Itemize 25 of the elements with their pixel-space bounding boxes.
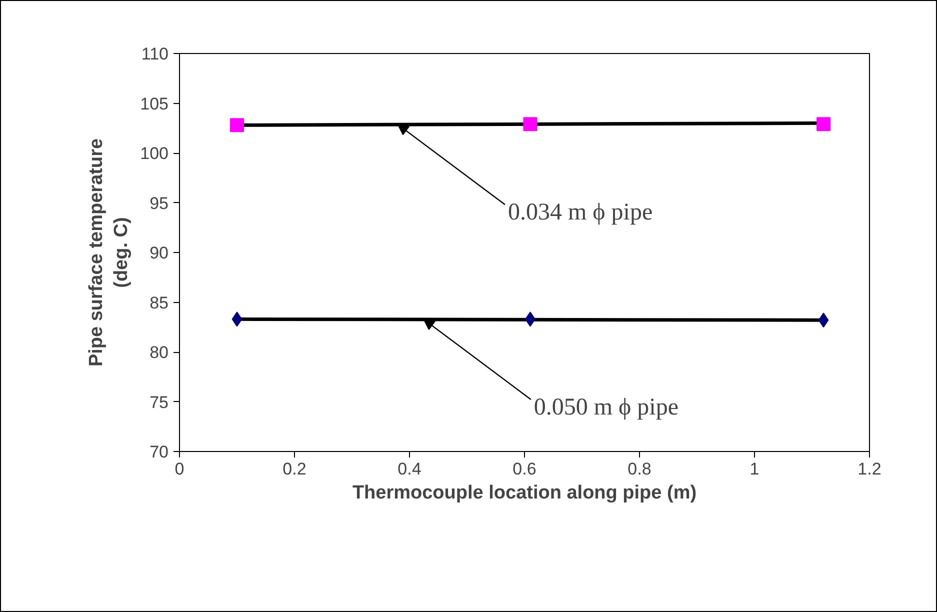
x-tick-label: 0.6 [512,460,536,478]
x-tick-label: 0.2 [282,460,306,478]
y-tick-label: 90 [150,244,169,262]
x-tick-label: 0.8 [628,460,652,478]
y-tick-label: 110 [141,44,169,64]
point [523,117,538,132]
y-tick-label: 105 [140,94,169,114]
y-axis-title: Pipe surface temperature (deg. C) [86,138,132,367]
annotation: 0.050 m ϕ pipe [534,394,678,420]
point [232,312,242,327]
y-tick-label: 75 [150,392,169,412]
y-tick-label: 85 [150,293,169,312]
point [230,118,244,132]
x-axis-title: Thermocouple location along pipe (m) [352,482,697,504]
y-tick-label: 80 [150,343,169,362]
y-tick-label: 95 [150,194,169,213]
point [818,312,829,328]
x-tick-label: 1 [750,460,760,478]
y-tick-label: 100 [140,144,169,163]
x-tick-label: 1.2 [858,460,882,478]
y-tick-label: 70 [150,442,169,462]
x-tick-label: 0.4 [398,460,422,478]
x-tick-label: 0 [174,460,184,478]
annotation: 0.034 m ϕ pipe [508,200,653,226]
point [816,117,830,132]
